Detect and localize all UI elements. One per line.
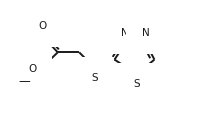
Text: O: O — [28, 64, 36, 74]
Text: N: N — [121, 28, 129, 38]
Text: N: N — [142, 28, 150, 38]
Text: —: — — [18, 75, 30, 88]
Text: S: S — [133, 79, 140, 89]
Text: S: S — [91, 73, 98, 83]
Text: O: O — [38, 21, 47, 31]
